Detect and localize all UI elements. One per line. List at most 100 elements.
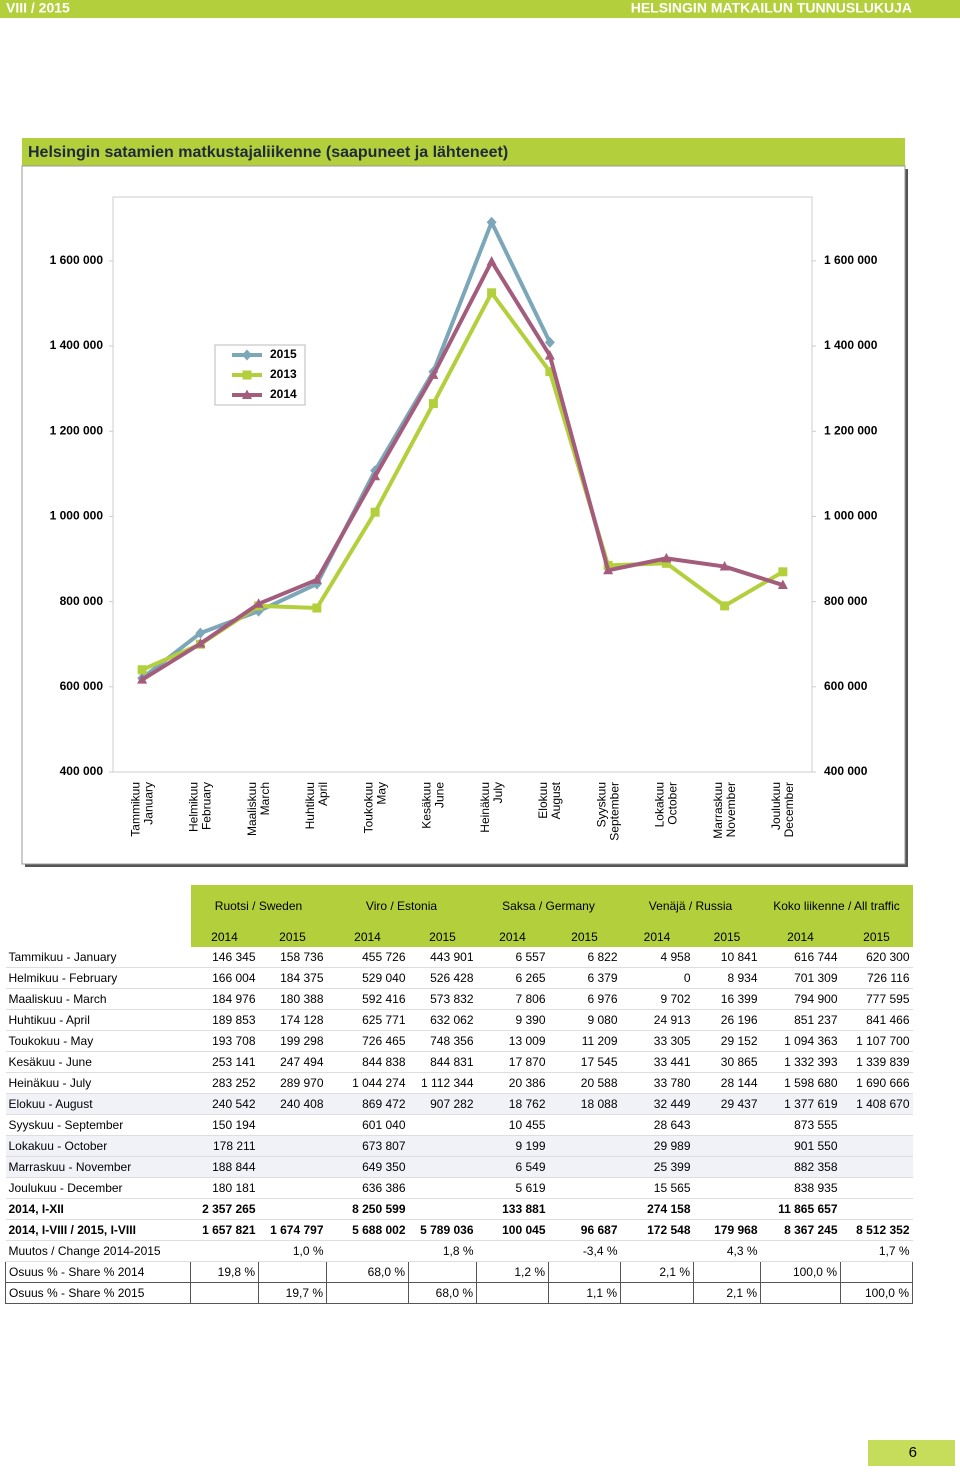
cell: 96 687 — [548, 1219, 621, 1241]
cell: 179 968 — [693, 1219, 761, 1241]
chart-page: VIII / 2015 HELSINGIN MATKAILUN TUNNUSLU… — [0, 0, 960, 867]
y-tick-label: 800 000 — [60, 594, 104, 608]
x-tick-label: Huhtikuu — [303, 782, 317, 829]
table-row: Tammikuu - January 146 345 158 736 455 726 4… — [5, 947, 913, 968]
row-label: Lokakuu - October — [5, 1135, 191, 1157]
table-row: Huhtikuu - April 189 853 174 128 625 771 632… — [5, 1009, 913, 1031]
cell: 616 744 — [760, 947, 841, 968]
cell: 184 976 — [190, 988, 259, 1010]
cell — [693, 1135, 761, 1157]
table-row: Kesäkuu - June 253 141 247 494 844 838 844 8… — [5, 1051, 913, 1073]
y-tick-label: 400 000 — [60, 764, 104, 778]
cell — [548, 1114, 621, 1136]
x-tick-label: May — [374, 782, 388, 805]
cell — [476, 1282, 549, 1304]
row-label: Maaliskuu - March — [5, 988, 191, 1010]
cell: 283 252 — [190, 1072, 259, 1094]
row-label: Kesäkuu - June — [5, 1051, 191, 1073]
cell: 726 465 — [326, 1030, 409, 1052]
table-row: Marraskuu - November 188 844 649 350 6 549 2… — [5, 1156, 913, 1178]
table-row: Joulukuu - December 180 181 636 386 5 619 15… — [5, 1177, 913, 1199]
cell — [258, 1135, 327, 1157]
table-row: 2014, I-VIII / 2015, I-VIII 1 657 821 1 67… — [5, 1219, 913, 1241]
cell: 9 080 — [548, 1009, 621, 1031]
cell: 8 512 352 — [840, 1219, 913, 1241]
cell: 33 780 — [620, 1072, 694, 1094]
cell: 1 094 363 — [760, 1030, 841, 1052]
year-header: 2014 — [760, 927, 841, 947]
corner — [5, 885, 191, 927]
cell: 777 595 — [840, 988, 913, 1010]
cell: 240 408 — [258, 1093, 327, 1115]
header-bar — [0, 0, 960, 18]
header-left: VIII / 2015 — [6, 0, 70, 16]
y-tick-label: 1 000 000 — [50, 509, 104, 523]
x-tick-label: Maaliskuu — [245, 782, 259, 836]
chart-frame — [21, 165, 906, 865]
cell: 726 116 — [840, 967, 913, 989]
cell: 8 367 245 — [760, 1219, 841, 1241]
series-line — [141, 259, 784, 682]
section-title: Helsingin satamien matkustajaliikenne (s… — [28, 144, 508, 161]
cell: 180 181 — [190, 1177, 259, 1199]
cell: 673 807 — [326, 1135, 409, 1157]
group-header: Venäjä / Russia — [620, 885, 761, 927]
cell: 6 976 — [548, 988, 621, 1010]
cell: 844 838 — [326, 1051, 409, 1073]
point — [661, 552, 672, 563]
cell — [693, 1177, 761, 1199]
point — [720, 601, 730, 611]
cell: 901 550 — [760, 1135, 841, 1157]
y2-tick-label: 1 400 000 — [824, 338, 878, 352]
group-header: Ruotsi / Sweden — [190, 885, 327, 927]
cell — [548, 1261, 621, 1283]
x-tick-label: December — [782, 782, 796, 837]
cell: 7 806 — [476, 988, 549, 1010]
cell — [408, 1135, 477, 1157]
cell: 11 865 657 — [760, 1198, 841, 1220]
traffic-table: Ruotsi / Sweden Viro / Estonia Saksa / Ger… — [5, 885, 913, 1304]
corner — [5, 927, 191, 947]
cell: 2,1 % — [693, 1282, 761, 1304]
cell: 20 588 — [548, 1072, 621, 1094]
cell: 174 128 — [258, 1009, 327, 1031]
cell: 29 989 — [620, 1135, 694, 1157]
cell — [840, 1198, 913, 1220]
x-tick-label: Lokakuu — [653, 782, 667, 827]
point — [311, 574, 322, 584]
group-header: Koko liikenne / All traffic — [760, 885, 913, 927]
cell: 1 598 680 — [760, 1072, 841, 1094]
point — [545, 367, 555, 377]
cell: 9 390 — [476, 1009, 549, 1031]
point — [544, 350, 555, 360]
cell: 632 062 — [408, 1009, 477, 1031]
point — [370, 470, 381, 481]
cell: 172 548 — [620, 1219, 694, 1241]
row-label: Tammikuu - January — [5, 947, 191, 968]
point — [603, 564, 614, 575]
cell: 68,0 % — [326, 1261, 409, 1283]
cell: 178 211 — [190, 1135, 259, 1157]
row-label: Joulukuu - December — [5, 1177, 191, 1199]
cell — [258, 1114, 327, 1136]
cell: 2 357 265 — [190, 1198, 259, 1220]
cell — [548, 1135, 621, 1157]
cell: 68,0 % — [408, 1282, 477, 1304]
row-label: Osuus % - Share % 2015 — [5, 1282, 191, 1304]
cell: 1,0 % — [258, 1240, 327, 1262]
year-header: 2015 — [840, 927, 913, 947]
cell: 869 472 — [326, 1093, 409, 1115]
x-tick-label: April — [316, 782, 330, 806]
y2-tick-label: 1 200 000 — [824, 423, 878, 437]
cell — [693, 1261, 761, 1283]
x-tick-label: Syyskuu — [594, 782, 608, 827]
cell — [476, 1240, 549, 1262]
table-row: Lokakuu - October 178 211 673 807 9 199 29 9… — [5, 1135, 913, 1157]
group-header: Viro / Estonia — [326, 885, 477, 927]
cell: 25 399 — [620, 1156, 694, 1178]
cell: 100 045 — [476, 1219, 549, 1241]
cell — [760, 1282, 841, 1304]
year-header: 2015 — [408, 927, 477, 947]
row-label: Osuus % - Share % 2014 — [5, 1261, 191, 1283]
